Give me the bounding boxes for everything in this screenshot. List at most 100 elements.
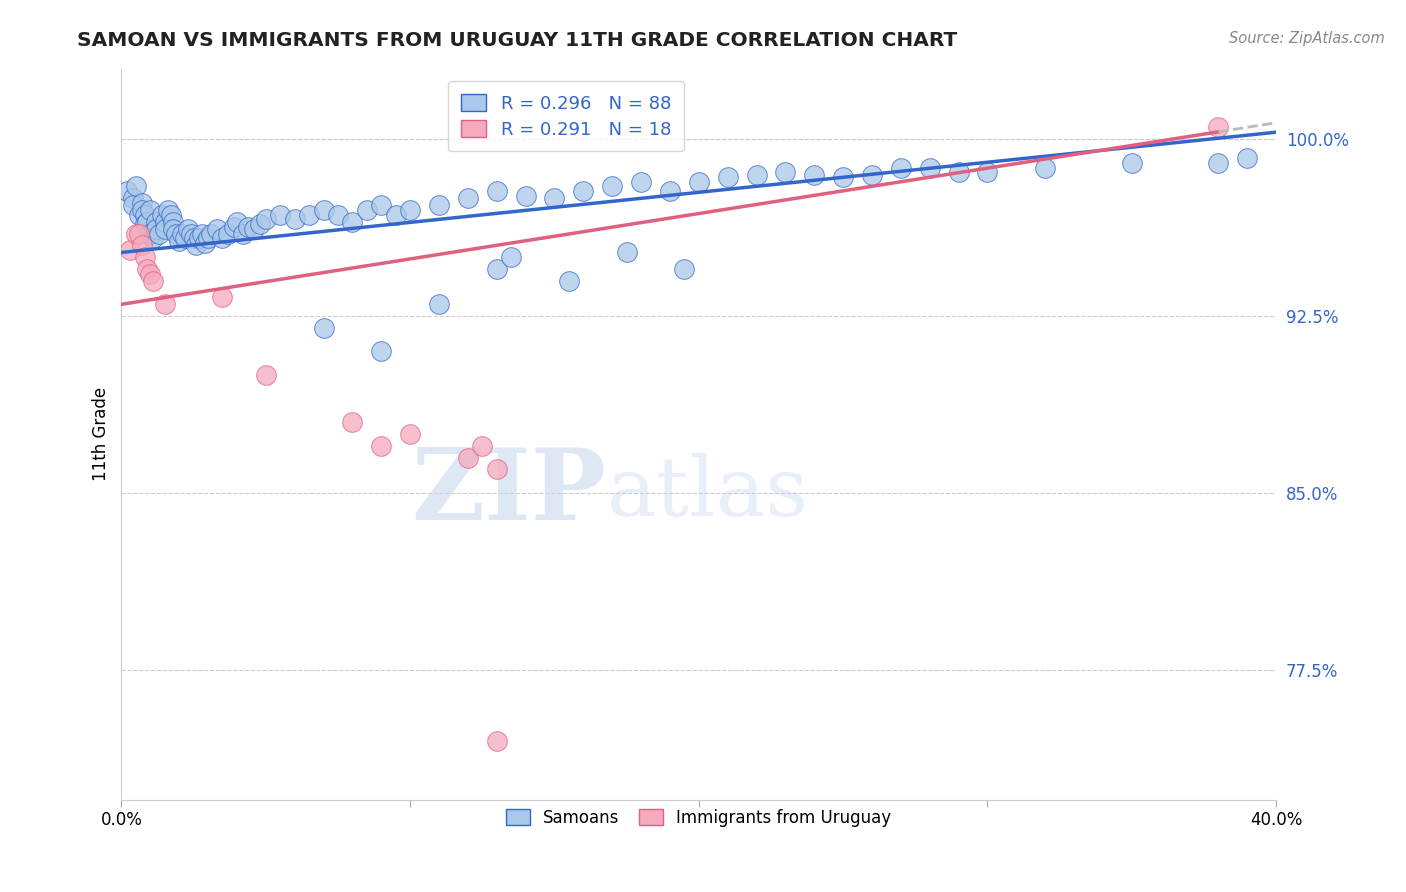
Point — [139, 202, 162, 217]
Point — [222, 219, 245, 234]
Point — [326, 208, 349, 222]
Point — [356, 202, 378, 217]
Point — [284, 212, 307, 227]
Point — [1033, 161, 1056, 175]
Point — [745, 168, 768, 182]
Point — [232, 227, 254, 241]
Point — [142, 274, 165, 288]
Point — [342, 415, 364, 429]
Point — [399, 202, 422, 217]
Point — [128, 227, 150, 241]
Point — [136, 262, 159, 277]
Text: ZIP: ZIP — [412, 444, 606, 541]
Point — [1208, 156, 1230, 170]
Point — [501, 250, 523, 264]
Point — [918, 161, 941, 175]
Text: atlas: atlas — [606, 452, 808, 533]
Point — [167, 234, 190, 248]
Point — [630, 175, 652, 189]
Point — [134, 250, 156, 264]
Point — [688, 175, 710, 189]
Point — [162, 215, 184, 229]
Point — [153, 222, 176, 236]
Point — [150, 208, 173, 222]
Point — [125, 227, 148, 241]
Point — [120, 243, 142, 257]
Text: SAMOAN VS IMMIGRANTS FROM URUGUAY 11TH GRADE CORRELATION CHART: SAMOAN VS IMMIGRANTS FROM URUGUAY 11TH G… — [77, 31, 957, 50]
Point — [485, 262, 508, 277]
Point — [543, 191, 565, 205]
Point — [180, 227, 202, 241]
Point — [122, 191, 145, 205]
Point — [145, 222, 167, 236]
Point — [177, 222, 200, 236]
Point — [139, 267, 162, 281]
Point — [197, 231, 219, 245]
Point — [673, 262, 696, 277]
Point — [159, 208, 181, 222]
Point — [134, 208, 156, 222]
Point — [948, 165, 970, 179]
Point — [131, 202, 153, 217]
Point — [122, 198, 145, 212]
Point — [600, 179, 623, 194]
Point — [427, 297, 450, 311]
Point — [142, 231, 165, 245]
Point — [1236, 151, 1258, 165]
Point — [211, 290, 233, 304]
Point — [1121, 156, 1143, 170]
Point — [976, 165, 998, 179]
Point — [485, 733, 508, 747]
Point — [243, 222, 266, 236]
Point — [186, 238, 208, 252]
Point — [174, 231, 197, 245]
Point — [131, 238, 153, 252]
Point — [191, 227, 214, 241]
Point — [457, 191, 479, 205]
Point — [399, 427, 422, 442]
Point — [249, 217, 271, 231]
Point — [803, 168, 825, 182]
Point — [427, 198, 450, 212]
Point — [128, 208, 150, 222]
Point — [211, 231, 233, 245]
Point — [485, 462, 508, 476]
Point — [217, 227, 239, 241]
Point — [125, 179, 148, 194]
Point — [312, 202, 335, 217]
Point — [370, 198, 392, 212]
Point — [148, 227, 170, 241]
Point — [165, 227, 187, 241]
Point — [188, 231, 211, 245]
Point — [890, 161, 912, 175]
Point — [115, 184, 138, 198]
Point — [156, 202, 179, 217]
Point — [254, 368, 277, 382]
Point — [572, 184, 595, 198]
Point — [170, 227, 193, 241]
Point — [131, 196, 153, 211]
Point — [860, 168, 883, 182]
Point — [153, 215, 176, 229]
Point — [1208, 120, 1230, 135]
Point — [312, 321, 335, 335]
Point — [162, 222, 184, 236]
Point — [254, 212, 277, 227]
Point — [616, 245, 638, 260]
Point — [342, 215, 364, 229]
Point — [205, 222, 228, 236]
Point — [153, 297, 176, 311]
Point — [485, 184, 508, 198]
Point — [145, 215, 167, 229]
Point — [384, 208, 406, 222]
Point — [200, 227, 222, 241]
Point — [183, 231, 205, 245]
Point — [139, 227, 162, 241]
Point — [515, 189, 537, 203]
Text: Source: ZipAtlas.com: Source: ZipAtlas.com — [1229, 31, 1385, 46]
Point — [471, 439, 494, 453]
Point — [136, 215, 159, 229]
Point — [717, 169, 740, 184]
Point — [457, 450, 479, 465]
Point — [775, 165, 797, 179]
